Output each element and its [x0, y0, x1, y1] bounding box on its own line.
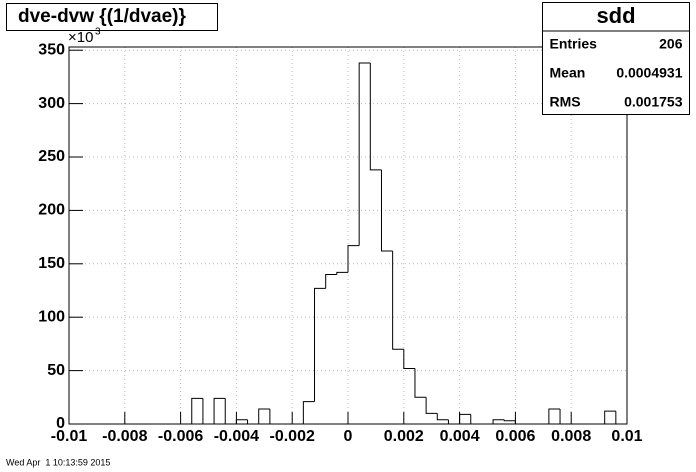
x-tick-label: -0.01 [51, 428, 88, 445]
stats-label: Entries [550, 36, 598, 52]
y-tick-label: 300 [38, 95, 65, 112]
histogram-bin [358, 62, 371, 246]
stats-box [542, 2, 690, 115]
histogram-bin [392, 250, 404, 350]
x-tick-label: -0.004 [214, 428, 259, 445]
histogram-bin [213, 397, 226, 424]
x-tick-label: 0.008 [551, 428, 591, 445]
footer-date: Wed Apr 1 10:13:59 2015 [6, 457, 110, 467]
y-tick-label: 0 [56, 415, 65, 432]
histogram-bin [191, 397, 203, 424]
y-tick-label: 250 [38, 148, 65, 165]
histogram-bin [492, 419, 505, 424]
histogram-bin [369, 63, 382, 171]
x-tick-label: 0.004 [440, 428, 480, 445]
y-tick-label: 350 [38, 41, 65, 58]
plot-frame [68, 46, 628, 425]
y-multiplier: ×10 [68, 29, 93, 46]
x-tick-label: 0 [344, 428, 353, 445]
y-multiplier-exponent: 3 [95, 27, 101, 38]
y-tick-label: 100 [38, 308, 65, 325]
x-tick-label: -0.008 [102, 428, 147, 445]
histogram-bin [403, 349, 415, 369]
histogram-bin [336, 271, 348, 275]
y-tick-label: 150 [38, 255, 65, 272]
x-tick-label: -0.006 [158, 428, 203, 445]
x-tick-label: 0.006 [495, 428, 535, 445]
y-tick-label: 200 [38, 202, 65, 219]
x-tick-label: 0.01 [611, 428, 642, 445]
x-tick-label: -0.002 [270, 428, 315, 445]
stats-title: sdd [596, 3, 635, 28]
y-tick-label: 50 [47, 362, 65, 379]
histogram-bin [604, 410, 616, 424]
x-tick-label: 0.002 [384, 428, 424, 445]
chart-title: dve-dvw {(1/dvae)} [18, 6, 186, 27]
stats-label: RMS [550, 94, 581, 110]
histogram-bin [380, 169, 393, 252]
histogram-bin [503, 419, 516, 422]
stats-label: Mean [550, 65, 586, 81]
histogram-bin [347, 245, 360, 273]
stats-value: 0.001753 [624, 94, 683, 110]
histogram-bin [425, 397, 438, 414]
title-box [6, 3, 218, 31]
histogram-bin [414, 368, 427, 398]
stats-value: 206 [659, 36, 683, 52]
histogram-bin [302, 401, 315, 424]
histogram-bin [314, 287, 326, 402]
histogram-bin [459, 413, 471, 424]
histogram-bin [258, 408, 270, 424]
stats-value: 0.0004931 [616, 65, 682, 81]
histogram-bin [235, 419, 248, 424]
histogram-bin [436, 413, 449, 421]
histogram-bin [325, 273, 337, 289]
histogram-bin [548, 408, 561, 424]
